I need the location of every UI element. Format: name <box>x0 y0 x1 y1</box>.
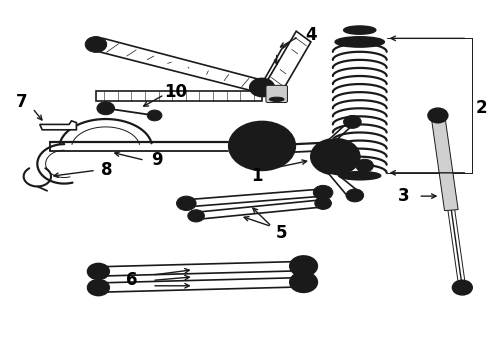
Circle shape <box>176 196 196 211</box>
Polygon shape <box>96 91 262 101</box>
Circle shape <box>151 113 158 118</box>
Circle shape <box>315 197 331 210</box>
Circle shape <box>192 213 200 219</box>
Circle shape <box>313 185 333 200</box>
Circle shape <box>94 268 103 275</box>
Circle shape <box>256 83 268 92</box>
Polygon shape <box>328 173 362 196</box>
Circle shape <box>250 78 274 96</box>
Circle shape <box>147 110 162 121</box>
Polygon shape <box>98 278 304 292</box>
Ellipse shape <box>346 40 373 44</box>
Circle shape <box>229 122 295 170</box>
Ellipse shape <box>270 97 284 102</box>
Polygon shape <box>186 189 323 207</box>
Polygon shape <box>431 115 458 211</box>
Text: 6: 6 <box>126 271 137 289</box>
Circle shape <box>85 37 107 52</box>
Polygon shape <box>257 39 294 92</box>
Circle shape <box>428 108 448 123</box>
Circle shape <box>290 256 317 276</box>
Polygon shape <box>40 121 76 130</box>
Circle shape <box>453 280 472 295</box>
Ellipse shape <box>344 26 376 34</box>
Text: 2: 2 <box>476 99 488 117</box>
Text: 5: 5 <box>276 224 287 242</box>
Circle shape <box>319 201 327 206</box>
Circle shape <box>182 200 191 207</box>
Circle shape <box>356 159 373 172</box>
Ellipse shape <box>348 174 371 178</box>
Circle shape <box>94 284 103 291</box>
Circle shape <box>242 131 283 161</box>
Text: 10: 10 <box>164 83 187 101</box>
Circle shape <box>290 272 317 292</box>
Polygon shape <box>328 121 357 140</box>
Text: 8: 8 <box>101 161 113 179</box>
Text: 9: 9 <box>151 151 163 169</box>
Circle shape <box>91 41 101 48</box>
Polygon shape <box>196 200 324 219</box>
Circle shape <box>88 264 109 279</box>
Circle shape <box>458 284 466 291</box>
Circle shape <box>297 261 310 271</box>
Circle shape <box>434 112 442 119</box>
Circle shape <box>320 146 350 167</box>
Circle shape <box>97 102 115 115</box>
Circle shape <box>346 189 364 202</box>
Circle shape <box>188 210 204 222</box>
Ellipse shape <box>339 172 381 180</box>
Circle shape <box>252 139 272 153</box>
Text: 1: 1 <box>251 167 263 185</box>
Text: 7: 7 <box>15 93 27 111</box>
Polygon shape <box>267 31 311 92</box>
FancyBboxPatch shape <box>266 85 288 103</box>
Polygon shape <box>89 39 267 92</box>
Ellipse shape <box>335 37 384 47</box>
Text: 4: 4 <box>305 26 317 44</box>
Circle shape <box>88 280 109 296</box>
Circle shape <box>361 163 368 168</box>
Circle shape <box>351 193 359 198</box>
Text: 3: 3 <box>398 187 410 205</box>
Polygon shape <box>98 261 304 276</box>
Circle shape <box>297 277 310 287</box>
Circle shape <box>343 116 361 129</box>
Circle shape <box>102 105 110 111</box>
Circle shape <box>311 139 360 175</box>
Circle shape <box>318 189 327 196</box>
